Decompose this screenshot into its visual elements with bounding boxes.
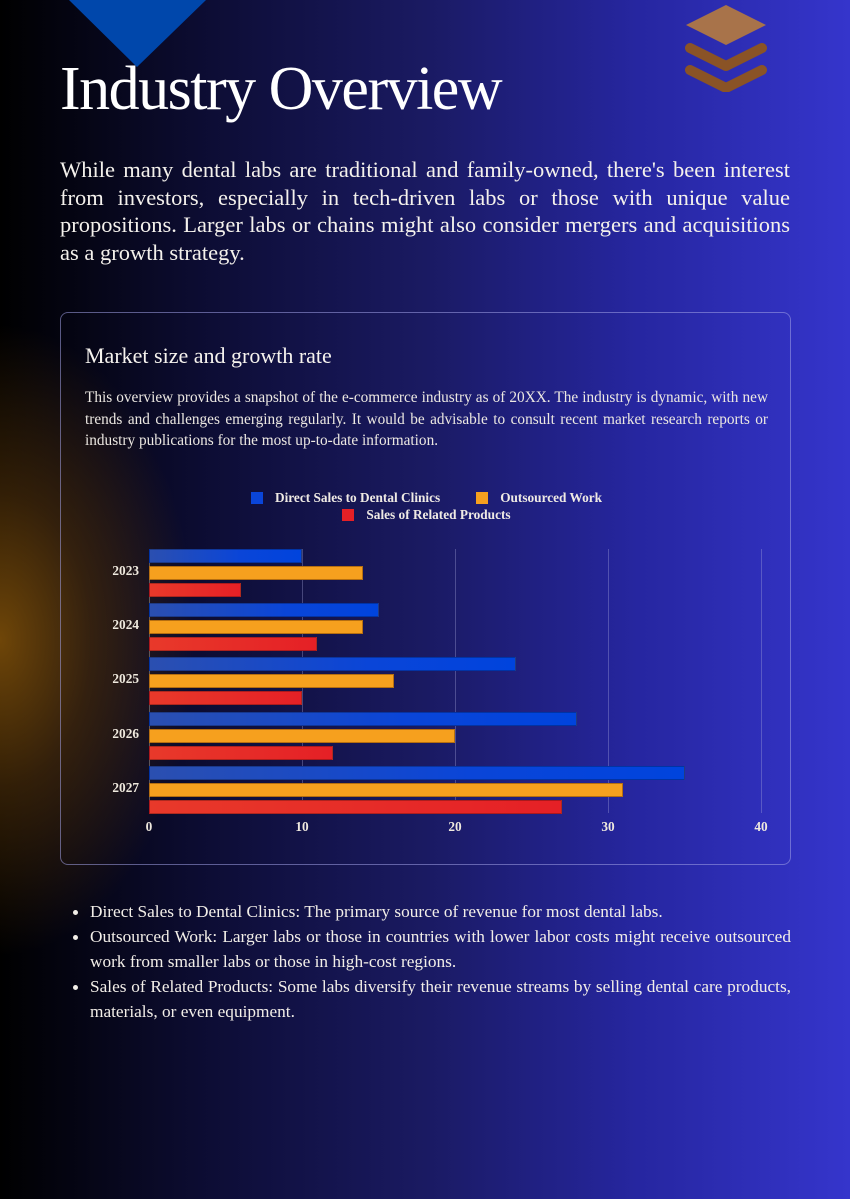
y-category-label: 2025 [112,671,139,687]
legend-label: Sales of Related Products [366,507,511,522]
legend-item-related-products[interactable]: Sales of Related Products [342,506,511,523]
legend-swatch-blue-icon [250,491,263,504]
bar-2024-orange[interactable] [149,620,364,635]
page-title: Industry Overview [60,55,503,123]
gridline [608,549,609,813]
x-tick-label: 10 [295,819,309,834]
bar-2023-orange[interactable] [149,566,364,580]
y-category-label: 2026 [112,725,139,741]
gridline [455,549,456,813]
legend-item-direct-sales[interactable]: Direct Sales to Dental Clinics [250,489,441,506]
y-category-label: 2023 [112,563,139,578]
card-description: This overview provides a snapshot of the… [85,389,768,449]
bar-2026-blue[interactable] [149,711,578,726]
list-item: Direct Sales to Dental Clinics: The prim… [72,899,791,924]
intro-paragraph: While many dental labs are traditional a… [60,157,790,265]
card-title: Market size and growth rate [85,343,332,368]
x-tick-label: 40 [754,819,768,834]
legend-swatch-red-icon [342,508,355,521]
bar-2023-blue[interactable] [149,549,302,563]
bar-2027-blue[interactable] [149,765,685,780]
x-tick-label: 20 [448,819,462,834]
legend-label: Outsourced Work [500,490,603,505]
bar-chart-plot [149,549,762,814]
chart-legend: Direct Sales to Dental Clinics Outsource… [61,489,792,523]
top-triangle-decoration [69,0,206,67]
bar-2026-red[interactable] [149,745,333,760]
legend-swatch-orange-icon [476,491,489,504]
market-size-card: Market size and growth rate This overvie… [60,312,791,865]
bar-2025-red[interactable] [149,691,302,706]
bar-2024-blue[interactable] [149,603,379,618]
y-category-label: 2024 [112,617,139,633]
list-item: Sales of Related Products: Some labs div… [72,974,791,1024]
bar-2024-red[interactable] [149,637,318,652]
bar-2025-blue[interactable] [149,657,517,672]
x-tick-label: 30 [601,819,615,834]
bar-2025-orange[interactable] [149,674,394,689]
bar-2027-orange[interactable] [149,782,624,797]
revenue-sources-list: Direct Sales to Dental Clinics: The prim… [72,899,791,1024]
bar-2026-orange[interactable] [149,728,455,743]
bar-2027-red[interactable] [149,799,563,814]
gridline [761,549,762,813]
legend-label: Direct Sales to Dental Clinics [274,490,441,505]
x-tick-label: 0 [145,819,153,834]
legend-item-outsourced-work[interactable]: Outsourced Work [476,489,602,506]
bar-2023-red[interactable] [149,583,241,597]
list-item: Outsourced Work: Larger labs or those in… [72,924,791,974]
y-category-label: 2027 [112,779,139,795]
layers-icon [685,5,767,92]
